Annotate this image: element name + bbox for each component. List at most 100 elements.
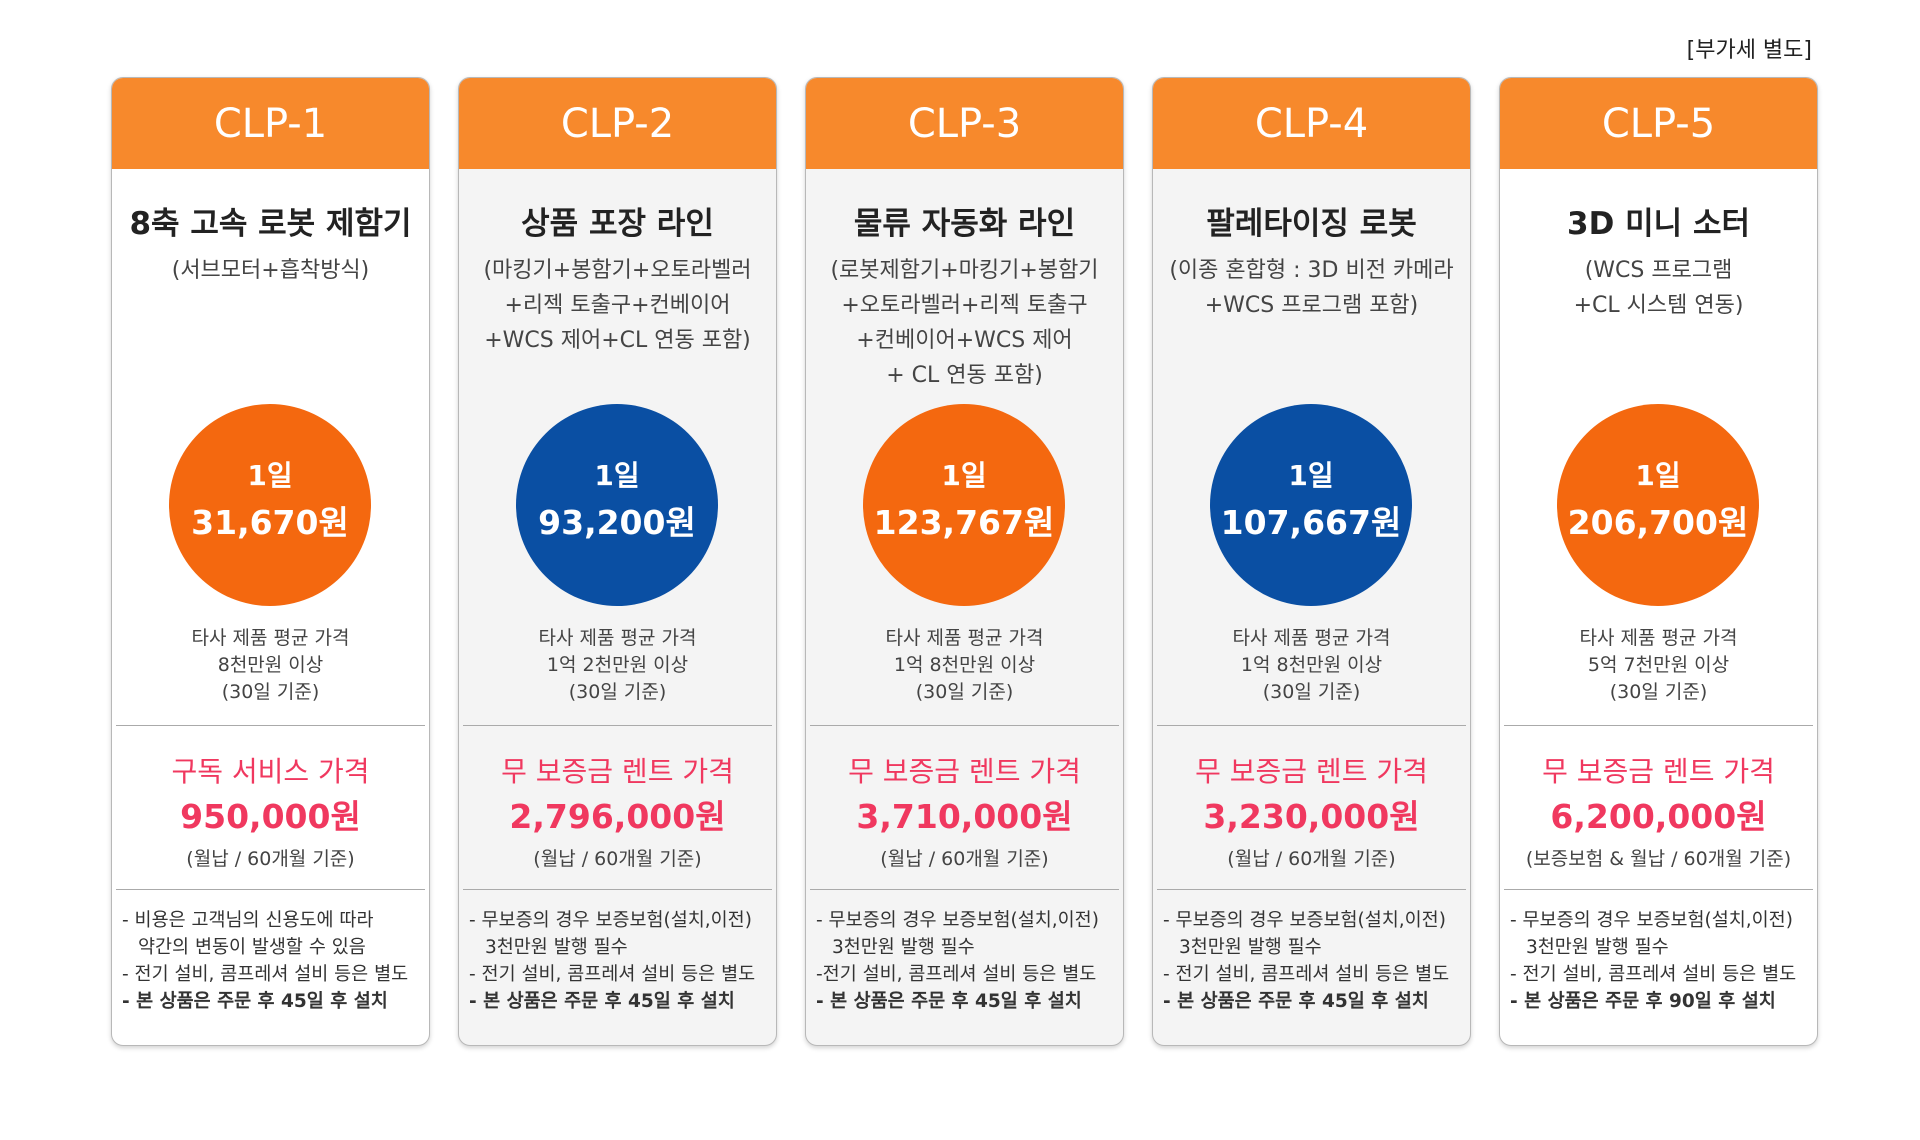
note-line: - 전기 설비, 콤프레셔 설비 등은 별도 [1510,964,1797,985]
card-subtitle: +리젝 토출구+컨베이어 [504,293,731,318]
day-label: 1일 [594,459,640,492]
note-line: - 무보증의 경우 보증보험(설치,이전) [816,910,1099,931]
rent-label: 구독 서비스 가격 [171,755,370,788]
card-title: 물류 자동화 라인 [853,206,1076,242]
competitor-price: 타사 제품 평균 가격 [885,627,1044,649]
price-circle: 1일 93,200원 [516,404,718,606]
day-label: 1일 [1288,459,1334,492]
rent-price: 6,200,000원 [1550,797,1767,836]
divider [463,889,772,890]
daily-price: 206,700원 [1567,503,1749,542]
competitor-price: 타사 제품 평균 가격 [1232,627,1391,649]
competitor-price: (30일 기준) [915,681,1014,703]
note-line: - 본 상품은 주문 후 45일 후 설치 [816,991,1082,1012]
divider [1157,889,1466,890]
card-title: 상품 포장 라인 [521,206,714,242]
note-line: - 비용은 고객님의 신용도에 따라 [122,910,374,931]
product-card: CLP-3 물류 자동화 라인 (로봇제함기+마킹기+봉함기 +오토라벨러+리젝 토출… [805,77,1124,1046]
rent-basis: (월납 / 60개월 기준) [880,848,1049,870]
divider [1504,725,1813,726]
card-subtitle: +WCS 제어+CL 연동 포함) [484,328,751,353]
card-title: 8축 고속 로봇 제함기 [129,206,412,242]
competitor-price: 1억 2천만원 이상 [546,654,689,676]
rent-price: 950,000원 [180,797,361,836]
note-line: 약간의 변동이 발생할 수 있음 [138,937,366,958]
divider [810,889,1119,890]
card-subtitle: + CL 연동 포함) [886,363,1043,388]
rent-basis: (월납 / 60개월 기준) [1227,848,1396,870]
card-header: CLP-1 [112,78,429,169]
day-label: 1일 [247,459,293,492]
card-title: 3D 미니 소터 [1567,206,1750,242]
note-line: - 무보증의 경우 보증보험(설치,이전) [1510,910,1793,931]
rent-price: 2,796,000원 [509,797,726,836]
card-subtitle: (이종 혼합형 : 3D 비전 카메라 [1169,258,1454,283]
rent-label: 무 보증금 렌트 가격 [848,755,1081,788]
note-line: - 본 상품은 주문 후 45일 후 설치 [122,991,388,1012]
divider [1157,725,1466,726]
note-line: - 전기 설비, 콤프레셔 설비 등은 별도 [122,964,409,985]
day-label: 1일 [941,459,987,492]
note-line: -전기 설비, 콤프레셔 설비 등은 별도 [816,964,1097,985]
rent-basis: (월납 / 60개월 기준) [533,848,702,870]
card-subtitle: +컨베이어+WCS 제어 [856,328,1073,353]
competitor-price: 1억 8천만원 이상 [1240,654,1383,676]
card-header: CLP-2 [459,78,776,169]
note-line: 3천만원 발행 필수 [832,937,975,958]
competitor-price: 8천만원 이상 [217,654,324,676]
card-subtitle: (마킹기+봉함기+오토라벨러 [483,258,752,283]
note-line: - 본 상품은 주문 후 90일 후 설치 [1510,991,1776,1012]
note-line: - 본 상품은 주문 후 45일 후 설치 [1163,991,1429,1012]
card-subtitle: (서브모터+흡착방식) [171,258,370,283]
card-subtitle: (WCS 프로그램 [1584,258,1733,283]
daily-price: 31,670원 [191,503,349,542]
card-subtitle: (로봇제함기+마킹기+봉함기 [830,258,1099,283]
note-line: - 전기 설비, 콤프레셔 설비 등은 별도 [1163,964,1450,985]
competitor-price: 타사 제품 평균 가격 [538,627,697,649]
product-card: CLP-5 3D 미니 소터 (WCS 프로그램 +CL 시스템 연동) 1일 206,7… [1499,77,1818,1046]
competitor-price: (30일 기준) [221,681,320,703]
rent-label: 무 보증금 렌트 가격 [1195,755,1428,788]
price-circle: 1일 123,767원 [863,404,1065,606]
card-header: CLP-5 [1500,78,1817,169]
divider [1504,889,1813,890]
note-line: 3천만원 발행 필수 [485,937,628,958]
day-label: 1일 [1635,459,1681,492]
divider [463,725,772,726]
daily-price: 93,200원 [538,503,696,542]
note-line: 3천만원 발행 필수 [1526,937,1669,958]
card-subtitle: +WCS 프로그램 포함) [1204,293,1419,318]
note-line: - 전기 설비, 콤프레셔 설비 등은 별도 [469,964,756,985]
note-line: - 무보증의 경우 보증보험(설치,이전) [469,910,752,931]
card-header: CLP-3 [806,78,1123,169]
note-line: 3천만원 발행 필수 [1179,937,1322,958]
rent-basis: (월납 / 60개월 기준) [186,848,355,870]
card-header: CLP-4 [1153,78,1470,169]
product-card: CLP-2 상품 포장 라인 (마킹기+봉함기+오토라벨러 +리젝 토출구+컨베이어 +… [458,77,777,1046]
rent-price: 3,710,000원 [856,797,1073,836]
rent-label: 무 보증금 렌트 가격 [501,755,734,788]
competitor-price: (30일 기준) [1262,681,1361,703]
competitor-price: 1억 8천만원 이상 [893,654,1036,676]
competitor-price: (30일 기준) [568,681,667,703]
competitor-price: 5억 7천만원 이상 [1587,654,1730,676]
price-circle: 1일 107,667원 [1210,404,1412,606]
rent-basis: (보증보험 & 월납 / 60개월 기준) [1525,848,1792,870]
product-card: CLP-4 팔레타이징 로봇 (이종 혼합형 : 3D 비전 카메라 +WCS 프로그… [1152,77,1471,1046]
note-line: - 무보증의 경우 보증보험(설치,이전) [1163,910,1446,931]
divider [116,725,425,726]
rent-price: 3,230,000원 [1203,797,1420,836]
daily-price: 123,767원 [873,503,1055,542]
rent-label: 무 보증금 렌트 가격 [1542,755,1775,788]
vat-note: [부가세 별도] [1686,38,1812,63]
card-subtitle: +CL 시스템 연동) [1573,293,1744,318]
competitor-price: 타사 제품 평균 가격 [191,627,350,649]
competitor-price: 타사 제품 평균 가격 [1579,627,1738,649]
competitor-price: (30일 기준) [1609,681,1708,703]
price-circle: 1일 206,700원 [1557,404,1759,606]
daily-price: 107,667원 [1220,503,1402,542]
price-circle: 1일 31,670원 [169,404,371,606]
divider [810,725,1119,726]
